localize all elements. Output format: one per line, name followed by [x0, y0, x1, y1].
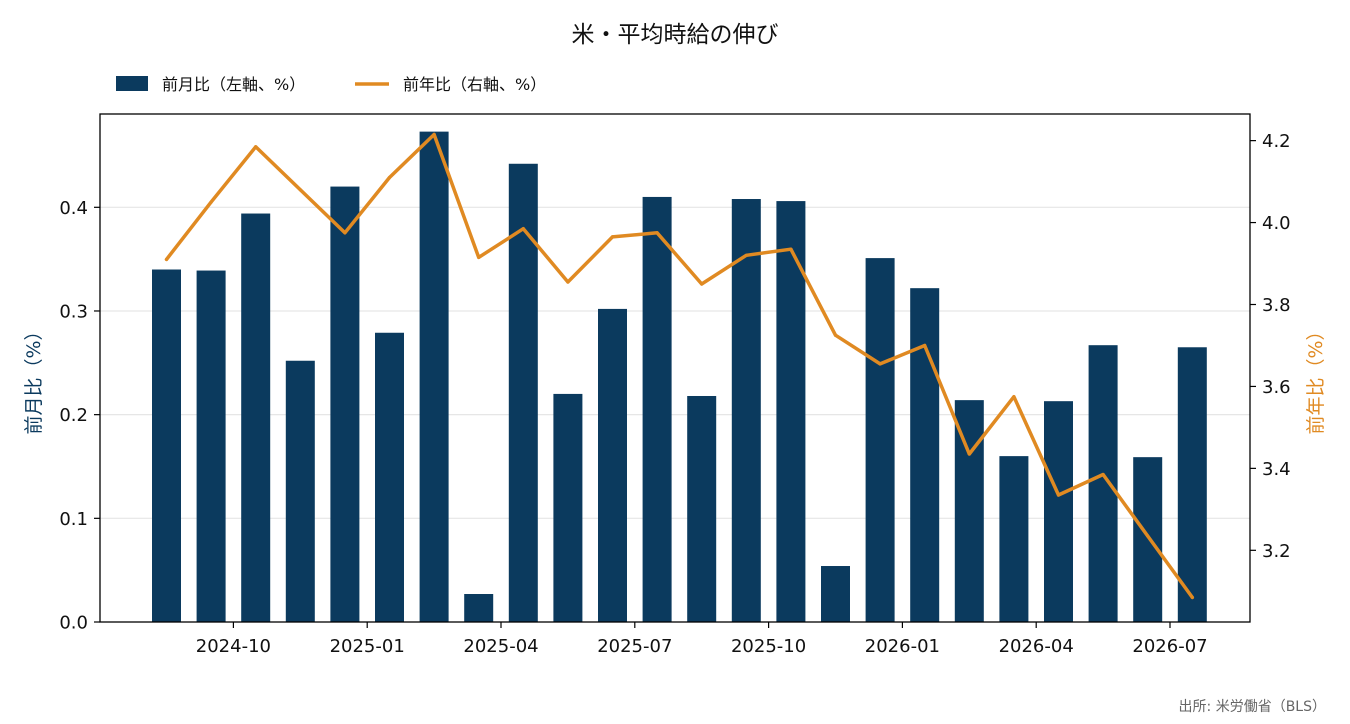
- bar: [865, 258, 895, 622]
- right-tick-label: 3.6: [1262, 377, 1291, 398]
- bar: [954, 400, 984, 622]
- bar: [731, 199, 761, 622]
- line-point: [566, 280, 570, 284]
- bar: [196, 270, 226, 622]
- left-tick-label: 0.3: [59, 301, 88, 322]
- plot-frame: [99, 113, 1251, 623]
- line-point: [1190, 595, 1194, 600]
- bar: [553, 393, 583, 622]
- line-point: [789, 247, 793, 251]
- x-tick-label: 2026-01: [865, 636, 940, 657]
- bar: [776, 201, 806, 623]
- line-point: [1101, 472, 1105, 477]
- line-point: [209, 200, 213, 204]
- line-point: [878, 362, 882, 366]
- left-axis: 0.0 0.1 0.2 0.3 0.4: [59, 198, 100, 634]
- bar: [1177, 347, 1207, 622]
- legend-bar-swatch: [116, 76, 148, 91]
- line-series: [164, 132, 1195, 600]
- x-axis: 2024-10 2025-01 2025-04 2025-07 2025-10 2026-…: [196, 622, 1208, 657]
- x-tick-label: 2026-07: [1132, 636, 1207, 657]
- line-point: [343, 231, 347, 235]
- right-axis: 3.2 3.4 3.6 3.8 4.0 4.2: [1250, 131, 1291, 562]
- line-point: [387, 175, 392, 180]
- bar: [598, 308, 627, 622]
- line-point: [164, 257, 169, 262]
- line-point: [1146, 534, 1150, 538]
- left-axis-label: 前月比（%）: [23, 321, 45, 434]
- bar: [687, 395, 717, 622]
- right-tick-label: 4.2: [1262, 131, 1291, 152]
- bar: [330, 186, 360, 623]
- source-note: 出所: 米労働省（BLS）: [1179, 699, 1326, 715]
- bar: [1088, 345, 1118, 622]
- legend: 前月比（左軸、%） 前年比（右軸、%）: [116, 75, 546, 94]
- line-point: [923, 343, 927, 348]
- left-tick-label: 0.1: [59, 509, 88, 530]
- line-point: [967, 452, 971, 456]
- bar: [999, 456, 1029, 622]
- line-point: [521, 227, 525, 231]
- x-tick-label: 2024-10: [196, 636, 271, 657]
- right-tick-label: 4.0: [1262, 213, 1291, 234]
- line-point: [298, 188, 302, 192]
- line-path: [164, 132, 1195, 600]
- left-tick-label: 0.0: [59, 613, 88, 634]
- x-tick-label: 2025-07: [597, 636, 672, 657]
- bar: [508, 163, 538, 623]
- bar: [375, 332, 404, 622]
- bar: [1133, 457, 1163, 622]
- bar: [285, 360, 315, 622]
- right-tick-label: 3.8: [1262, 295, 1291, 316]
- line-point: [700, 282, 704, 286]
- line-point: [655, 231, 659, 235]
- left-tick-label: 0.4: [59, 198, 88, 219]
- line-point: [744, 253, 748, 257]
- bar: [241, 213, 271, 622]
- x-tick-label: 2025-04: [463, 636, 538, 657]
- bar: [464, 594, 494, 622]
- left-tick-label: 0.2: [59, 405, 88, 426]
- x-tick-label: 2026-04: [999, 636, 1074, 657]
- x-tick-label: 2025-01: [330, 636, 405, 657]
- right-axis-label: 前年比（%）: [1305, 321, 1327, 434]
- line-point: [833, 333, 838, 337]
- x-tick-label: 2025-10: [731, 636, 806, 657]
- line-point: [610, 235, 615, 239]
- legend-line-label: 前年比（右軸、%）: [403, 75, 546, 94]
- legend-bar-label: 前月比（左軸、%）: [162, 75, 305, 94]
- line-point: [432, 132, 436, 137]
- line-point: [1012, 395, 1016, 399]
- line-point: [477, 255, 481, 259]
- bar: [642, 196, 672, 622]
- right-tick-label: 3.2: [1262, 541, 1291, 562]
- bar: [1044, 401, 1073, 622]
- bar: [910, 288, 940, 622]
- line-point: [254, 145, 258, 149]
- chart-title: 米・平均時給の伸び: [572, 22, 779, 48]
- line-point: [1056, 493, 1061, 497]
- right-tick-label: 3.4: [1262, 459, 1291, 480]
- bar: [152, 269, 181, 622]
- bar: [419, 131, 449, 622]
- bar: [821, 566, 850, 622]
- bar-series: [152, 131, 1207, 623]
